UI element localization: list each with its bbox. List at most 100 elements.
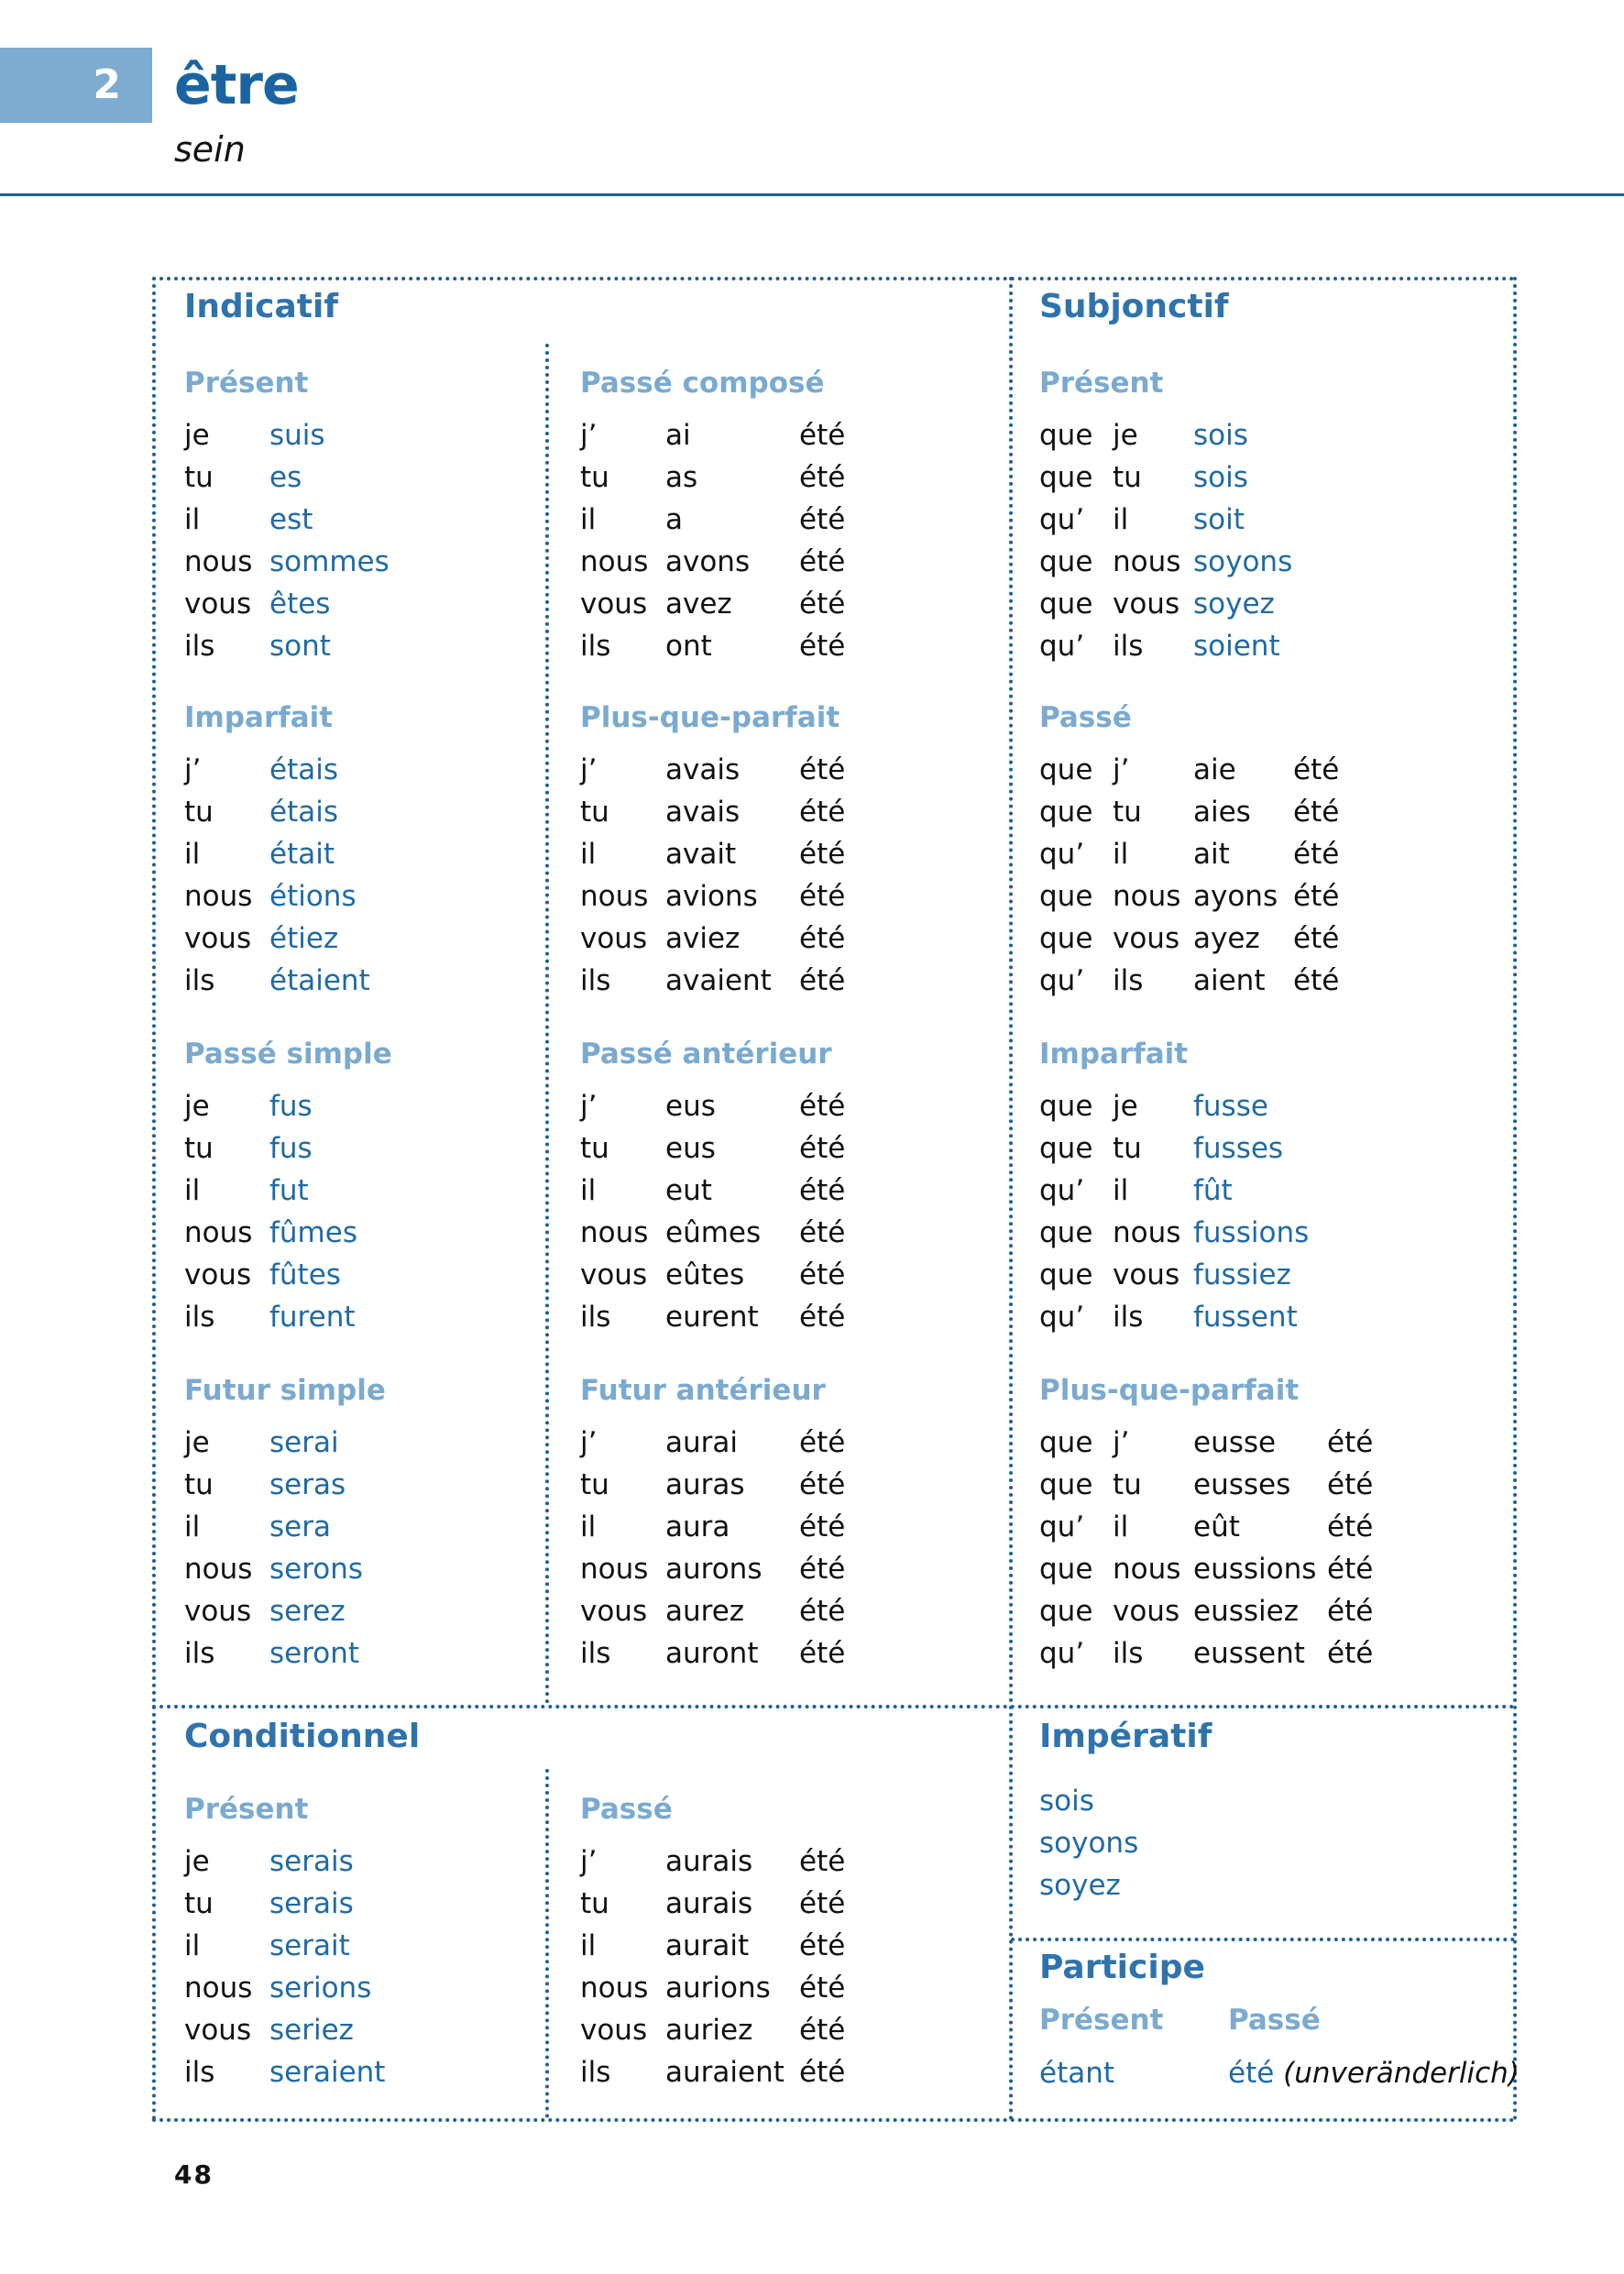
- conjugation-row: vous eûtes été: [580, 1254, 845, 1296]
- conjugation-cell: que: [1039, 419, 1093, 452]
- conjugation-row: j’ aurai été: [580, 1422, 845, 1464]
- participe-present: étant: [1039, 2057, 1115, 2090]
- conjugation-cell: eut: [665, 1174, 712, 1207]
- participe-note: (unveränderlich): [1283, 2057, 1520, 2090]
- mood-conditionnel: Conditionnel: [184, 1718, 421, 1755]
- conjugation-cell: ils: [184, 1301, 215, 1334]
- tense-conditionnel-présent: Présent je serais tu serais il serait nous serio…: [184, 1788, 385, 2093]
- conjugation-cell: que: [1039, 461, 1093, 494]
- conjugation-cell: étais: [269, 753, 338, 786]
- tense-indicatif-futur-antérieur: Futur antérieur j’ aurai été tu auras été il aur…: [580, 1369, 845, 1675]
- conjugation-cell: seront: [269, 1637, 360, 1670]
- tense-title: Imparfait: [1039, 1038, 1189, 1071]
- conjugation-cell: ils: [184, 1637, 215, 1670]
- tense-title: Passé: [1039, 701, 1132, 734]
- conjugation-row: que je sois: [1039, 414, 1248, 456]
- conjugation-cell: furent: [269, 1301, 356, 1334]
- tense-subjonctif-présent: Présent que je sois que tu sois qu’ il soit que nou…: [1039, 362, 1292, 667]
- conjugation-cell: soit: [1193, 503, 1245, 536]
- conjugation-row: qu’ ils eussent été: [1039, 1632, 1373, 1675]
- tense-title: Passé composé: [580, 367, 825, 400]
- conjugation-row: tu serais: [184, 1883, 354, 1925]
- conjugation-cell: nous: [580, 880, 649, 913]
- conjugation-cell: étaient: [269, 964, 370, 997]
- conjugation-cell: je: [184, 419, 210, 452]
- conjugation-cell: ayez: [1193, 922, 1260, 955]
- conjugation-cell: aie: [1193, 753, 1236, 786]
- conjugation-row: tu fus: [184, 1127, 392, 1170]
- conjugation-row: que nous soyons: [1039, 541, 1292, 583]
- conjugation-cell: fusses: [1193, 1132, 1284, 1165]
- conjugation-cell: j’: [580, 1090, 598, 1123]
- conjugation-row: vous serez: [184, 1590, 386, 1632]
- conjugation-cell: que: [1039, 1468, 1093, 1501]
- conjugation-row: vous seriez: [184, 2009, 354, 2051]
- conjugation-row: tu aurais été: [580, 1883, 845, 1925]
- conjugation-cell: fussiez: [1193, 1258, 1291, 1291]
- conjugation-cell: il: [1113, 1511, 1129, 1543]
- conjugation-cell: ils: [580, 2056, 611, 2089]
- conjugation-row: nous étions: [184, 875, 357, 917]
- tense-indicatif-plus-que-parfait: Plus-que-parfait j’ avais été tu avais été il av…: [580, 697, 845, 1002]
- conjugation-cell: ils: [1113, 1301, 1144, 1334]
- conjugation-row: tu es: [184, 456, 308, 499]
- conjugation-row: ils auraient été: [580, 2051, 845, 2093]
- conjugation-cell: que: [1039, 1090, 1093, 1123]
- conjugation-cell: je: [1113, 419, 1138, 452]
- conjugation-cell: que: [1039, 1216, 1093, 1249]
- conjugation-row: tu eus été: [580, 1127, 845, 1170]
- conjugation-cell: nous: [184, 880, 253, 913]
- participe-passe: été: [1228, 2057, 1275, 2090]
- conjugation-row: ils seraient: [184, 2051, 385, 2093]
- divider-participe: [1011, 1938, 1515, 1941]
- conjugation-cell: eût: [1193, 1511, 1240, 1543]
- conjugation-cell: il: [184, 503, 201, 536]
- conjugation-cell: aurais: [665, 1845, 753, 1878]
- conjugation-cell: j’: [580, 419, 598, 452]
- conjugation-cell: été: [1327, 1511, 1374, 1543]
- conjugation-cell: été: [799, 1132, 846, 1165]
- conjugation-cell: été: [799, 1511, 846, 1543]
- conjugation-row: ils sont: [184, 625, 331, 667]
- conjugation-cell: ils: [580, 630, 611, 663]
- conjugation-cell: seras: [269, 1468, 346, 1501]
- divider-indicatif-columns: [545, 344, 549, 1705]
- conjugation-cell: été: [1293, 964, 1340, 997]
- conjugation-cell: j’: [1113, 1426, 1130, 1459]
- conjugation-cell: fûmes: [269, 1216, 357, 1249]
- conjugation-row: tu seras: [184, 1464, 386, 1506]
- conjugation-cell: été: [799, 964, 846, 997]
- conjugation-cell: ils: [184, 964, 215, 997]
- conjugation-cell: vous: [580, 922, 648, 955]
- conjugation-cell: vous: [1113, 922, 1180, 955]
- conjugation-row: nous eûmes été: [580, 1212, 845, 1254]
- conjugation-cell: vous: [184, 1595, 252, 1628]
- conjugation-row: nous fûmes: [184, 1212, 392, 1254]
- conjugation-cell: qu’: [1039, 964, 1085, 997]
- conjugation-row: il serait: [184, 1925, 350, 1967]
- conjugation-cell: nous: [1113, 1216, 1181, 1249]
- conjugation-cell: sois: [1193, 461, 1248, 494]
- conjugation-row: que tu aies été: [1039, 791, 1339, 833]
- tense-conditionnel-passé: Passé j’ aurais été tu aurais été il aurait été no…: [580, 1788, 845, 2093]
- conjugation-cell: avait: [665, 838, 737, 871]
- conjugation-row: j’ étais: [184, 749, 338, 791]
- conjugation-cell: nous: [580, 1972, 649, 2005]
- conjugation-cell: il: [1113, 838, 1129, 871]
- conjugation-cell: été: [1327, 1637, 1374, 1670]
- conjugation-cell: il: [184, 1929, 201, 1962]
- conjugation-cell: eusse: [1193, 1426, 1277, 1459]
- conjugation-cell: été: [799, 1090, 846, 1123]
- conjugation-cell: sommes: [269, 545, 390, 578]
- tense-title: Plus-que-parfait: [580, 701, 840, 734]
- tense-title: Futur simple: [184, 1374, 386, 1407]
- conjugation-cell: eurent: [665, 1301, 759, 1334]
- conjugation-cell: qu’: [1039, 503, 1085, 536]
- conjugation-cell: été: [799, 1258, 846, 1291]
- conjugation-cell: je: [184, 1845, 210, 1878]
- conjugation-cell: ils: [1113, 630, 1144, 663]
- conjugation-row: je suis: [184, 414, 325, 456]
- conjugation-cell: ils: [184, 2056, 215, 2089]
- imperatif-form: soyons: [1039, 1827, 1139, 1860]
- conjugation-cell: été: [1293, 838, 1340, 871]
